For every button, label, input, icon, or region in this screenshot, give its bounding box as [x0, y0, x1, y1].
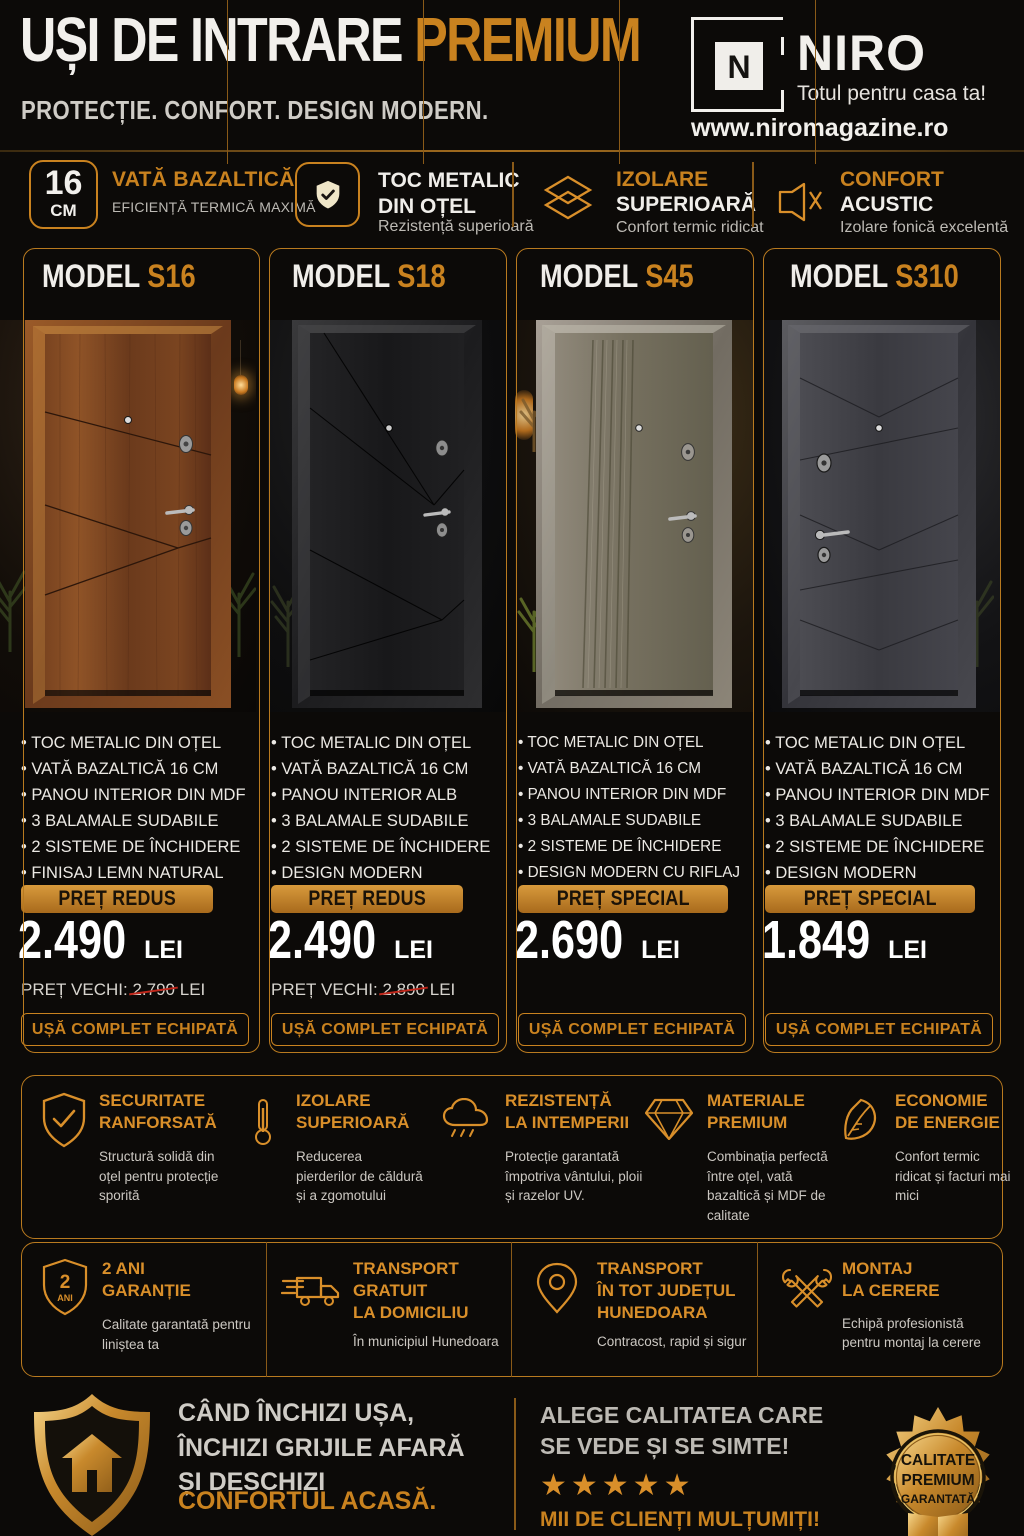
svg-text:ANI: ANI [57, 1293, 73, 1303]
svg-text:CALITATE: CALITATE [901, 1452, 975, 1469]
svg-text:N: N [727, 49, 750, 85]
svg-text:2: 2 [60, 1272, 71, 1293]
svg-text:PREMIUM: PREMIUM [901, 1472, 974, 1489]
svg-text:GARANTATĂ: GARANTATĂ [901, 1491, 976, 1506]
